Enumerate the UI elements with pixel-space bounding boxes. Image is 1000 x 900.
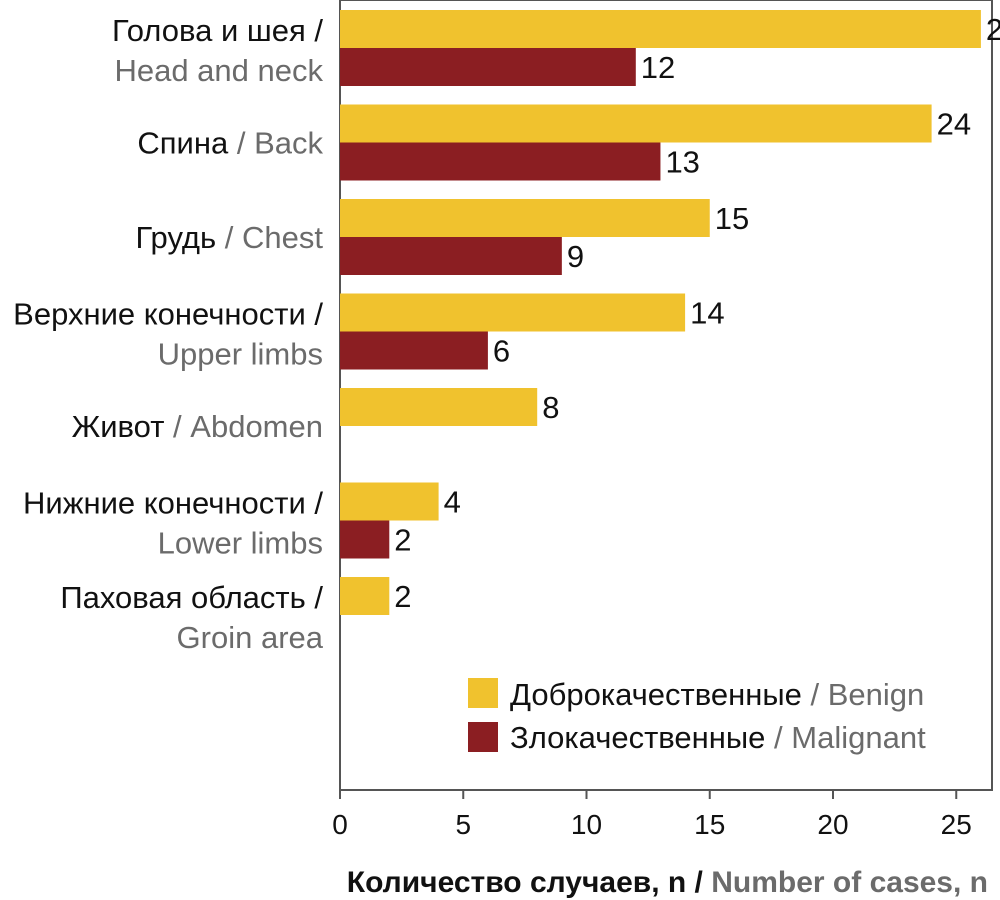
x-axis-ticks: 0 5 10 15 20 25 [332,790,972,840]
bar-benign-chest [340,199,710,237]
bar-malignant-upper-limbs [340,331,488,370]
bar-benign-back [340,104,932,143]
x-axis-label: Количество случаев, n / Number of cases,… [347,866,988,899]
legend-label-benign: Доброкачественные / Benign [510,677,924,712]
category-label-abdomen: Живот / Abdomen [72,409,323,444]
value-label-benign-groin: 2 [394,579,411,614]
x-tick-label-15: 15 [694,809,725,840]
value-label-malignant-chest: 9 [567,239,584,274]
bar-benign-groin [340,577,390,615]
bar-malignant-back [340,142,661,181]
category-label-lower-limbs: Нижние конечности / Lower limbs [23,486,323,561]
value-label-benign-head-neck: 26 [986,12,1000,47]
bar-malignant-head-neck [340,48,636,86]
value-label-malignant-back: 13 [665,145,699,180]
legend-swatch-benign [468,678,498,708]
category-label-upper-limbs: Верхние конечности / Upper limbs [13,297,323,372]
x-tick-label-5: 5 [455,809,471,840]
category-label-back: Спина / Back [137,126,323,161]
value-label-malignant-upper-limbs: 6 [493,334,510,369]
value-label-benign-abdomen: 8 [542,390,559,425]
bars [340,10,981,615]
value-label-benign-upper-limbs: 14 [690,296,724,331]
value-label-benign-back: 24 [937,107,971,142]
category-label-head-neck: Голова и шея / Head and neck [112,13,323,88]
value-label-benign-chest: 15 [715,201,749,236]
category-label-groin: Паховая область / Groin area [60,580,323,655]
x-tick-label-10: 10 [571,809,602,840]
bar-benign-lower-limbs [340,482,439,521]
x-tick-label-0: 0 [332,809,348,840]
x-tick-label-25: 25 [941,809,972,840]
bar-benign-upper-limbs [340,293,686,332]
value-label-benign-lower-limbs: 4 [444,485,461,520]
data-labels: 261224131591468422 [394,12,1000,614]
legend: Доброкачественные / Benign Злокачественн… [468,677,926,755]
value-label-malignant-head-neck: 12 [641,50,675,85]
bar-benign-head-neck [340,10,981,48]
x-tick-label-20: 20 [817,809,848,840]
bar-benign-abdomen [340,388,538,426]
bar-malignant-lower-limbs [340,520,390,559]
legend-label-malignant: Злокачественные / Malignant [510,720,926,755]
bar-malignant-chest [340,237,562,275]
category-labels: Голова и шея / Head and neck Спина / Back Г… [13,13,324,655]
value-label-malignant-lower-limbs: 2 [394,523,411,558]
category-label-chest: Грудь / Chest [136,220,324,255]
legend-swatch-malignant [468,722,498,752]
